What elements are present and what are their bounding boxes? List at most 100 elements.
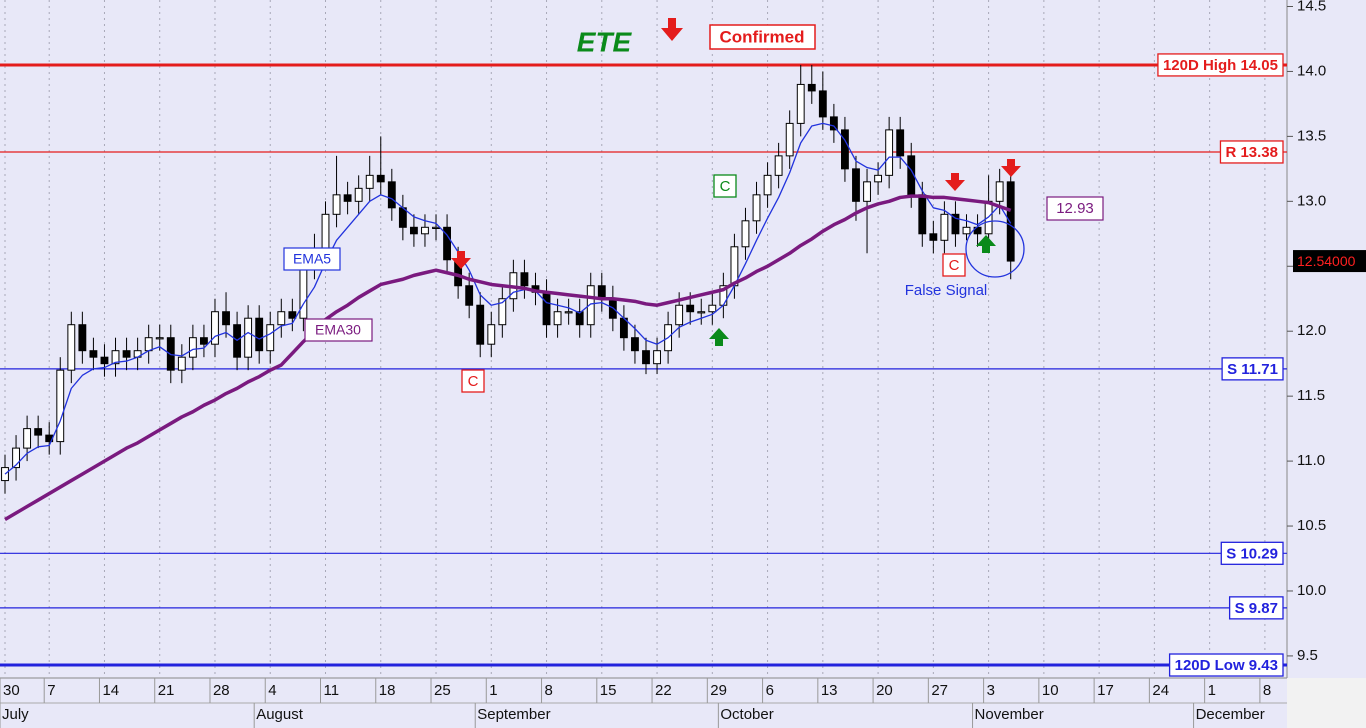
candle-body — [686, 304, 695, 313]
c-box — [461, 369, 485, 393]
x-tick-label: 4 — [268, 682, 276, 699]
candle-body — [211, 311, 219, 345]
x-tick-label: 6 — [766, 682, 774, 699]
confirmed-label: Confirmed — [720, 27, 805, 46]
candle-body — [188, 337, 197, 358]
candle-body — [940, 213, 949, 241]
month-label: August — [256, 706, 304, 723]
x-tick-label: 20 — [876, 682, 893, 699]
candle-body — [255, 317, 264, 352]
candle-body — [708, 304, 717, 313]
candle-body — [78, 324, 87, 352]
y-tick-label: 9.5 — [1297, 647, 1318, 664]
c-label: C — [949, 257, 960, 274]
candle-body — [476, 304, 485, 345]
candle-body — [653, 350, 661, 365]
candle-body — [398, 207, 407, 228]
x-tick-label: 18 — [379, 682, 396, 699]
candle-body — [841, 129, 849, 170]
x-tick-label: 7 — [47, 682, 55, 699]
lines-layer — [4, 122, 1012, 522]
month-label: December — [1196, 706, 1265, 723]
candle-body — [376, 174, 385, 183]
x-tick-label: 21 — [158, 682, 175, 699]
y-tick-label: 14.5 — [1297, 0, 1326, 14]
y-tick-label: 13.5 — [1297, 127, 1326, 144]
levels-layer: 120D High 14.05 R 13.38 S 11.71 S 10.29 S 9.… — [0, 53, 1287, 677]
x-tick-label: 15 — [600, 682, 617, 699]
x-tick-label: 28 — [213, 682, 230, 699]
candle-body — [829, 116, 838, 131]
level-box — [1228, 596, 1284, 620]
buy-arrow — [709, 328, 729, 346]
level-label: S 10.29 — [1226, 545, 1278, 562]
candle-body — [807, 83, 816, 92]
candle-body — [929, 233, 938, 241]
x-tick-label: 3 — [987, 682, 995, 699]
candle-body — [56, 369, 65, 443]
x-tick-label: 30 — [3, 682, 20, 699]
x-tick-label: 13 — [821, 682, 838, 699]
candle-body — [487, 324, 496, 345]
candle-body — [852, 168, 860, 202]
false-signal-label: False Signal — [905, 282, 988, 299]
candle-body — [12, 447, 20, 469]
candle-body — [863, 181, 871, 202]
candle-body — [365, 174, 374, 189]
candle-body — [1, 467, 9, 482]
candle-body — [421, 226, 429, 235]
y-tick-label: 13.0 — [1297, 192, 1326, 209]
x-tick-label: 14 — [102, 682, 119, 699]
candle-body — [874, 174, 883, 183]
candle-body — [343, 194, 352, 202]
grid-layer — [4, 0, 1266, 678]
level-box — [1157, 53, 1284, 77]
candle-body — [111, 350, 120, 365]
candle-body — [564, 311, 573, 314]
candle-body — [354, 187, 363, 202]
candle-body — [995, 181, 1004, 202]
x-tick-label: 1 — [489, 682, 497, 699]
last-price-label: 12.54000 — [1297, 253, 1356, 269]
level-box — [1168, 653, 1284, 677]
candle-body — [951, 213, 960, 235]
sell-arrows — [451, 18, 1021, 269]
candle-body — [144, 337, 153, 352]
candle-body — [266, 324, 275, 352]
candle-body — [498, 298, 507, 326]
month-label: October — [720, 706, 773, 723]
x-tick-label: 22 — [655, 682, 672, 699]
candle-body — [177, 356, 186, 371]
x-tick-label: 25 — [434, 682, 451, 699]
sell-arrow — [661, 18, 683, 41]
ema30-value-box — [1046, 196, 1104, 221]
level-box — [1219, 140, 1284, 164]
indicator-line — [4, 194, 1012, 522]
ema5-box — [283, 247, 341, 271]
month-label: July — [2, 706, 29, 723]
candle-body — [542, 291, 551, 326]
y-tick-label: 11.5 — [1297, 387, 1325, 404]
level-label: S 11.71 — [1227, 361, 1278, 378]
candle-body — [34, 428, 43, 436]
candle-body — [465, 285, 474, 306]
candle-body — [277, 311, 286, 326]
c-box — [942, 253, 966, 277]
candle-body — [631, 337, 639, 352]
candle-body — [918, 194, 927, 235]
y-tick-label: 10.0 — [1297, 582, 1326, 599]
level-box — [1221, 357, 1284, 381]
candle-body — [100, 356, 109, 365]
candle-body — [796, 83, 805, 124]
ema30-label: EMA30 — [315, 322, 361, 338]
c-box — [713, 174, 737, 198]
candle-body — [155, 337, 164, 340]
candle-body — [741, 220, 750, 248]
candle-body — [763, 174, 772, 196]
candle-body — [642, 350, 650, 365]
level-label: 120D High 14.05 — [1163, 57, 1278, 74]
y-tick-label: 11.0 — [1297, 452, 1325, 469]
